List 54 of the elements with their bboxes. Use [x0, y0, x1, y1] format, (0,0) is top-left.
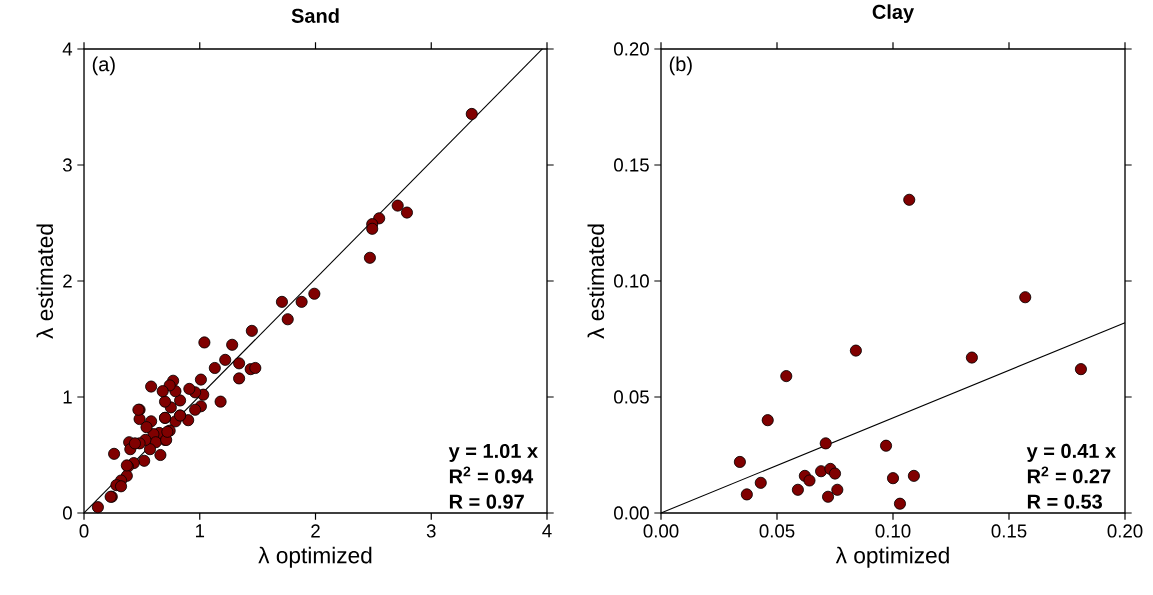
chart-title: Sand: [291, 8, 339, 23]
x-tick-label: 0.00: [643, 524, 679, 538]
annotation: y = 0.41 x: [1026, 443, 1116, 462]
x-tick-label: 0.15: [991, 524, 1027, 538]
y-tick-label: 0.20: [614, 42, 649, 56]
y-tick-label: 1: [63, 390, 72, 404]
y-tick-label: 0.00: [614, 506, 649, 520]
point: [965, 351, 978, 364]
point: [754, 476, 767, 489]
point: [880, 439, 893, 452]
x-tick-label: 0.05: [759, 524, 795, 538]
annotation: R$^{2}$ = 0.27: [1027, 466, 1111, 484]
y-axis-title: λ estimated: [36, 224, 54, 339]
point: [740, 488, 753, 501]
point: [780, 370, 793, 383]
point: [791, 483, 804, 496]
chart-title: Clay: [872, 4, 915, 23]
annotation: y = 1.01 x: [448, 443, 538, 462]
point: [903, 193, 916, 206]
point: [822, 490, 835, 503]
x-tick-label: 0.20: [1107, 524, 1143, 538]
point: [1019, 291, 1032, 304]
point: [849, 344, 862, 357]
point: [829, 467, 841, 480]
y-tick-label: 0.15: [614, 158, 649, 172]
y-tick-label: 2: [63, 274, 72, 288]
point: [887, 472, 900, 485]
y-tick-label: 4: [62, 42, 73, 56]
point: [803, 474, 816, 487]
x-axis-title: λ optimized: [835, 546, 949, 568]
x-tick-label: 0.10: [875, 524, 911, 538]
x-tick-label: 1: [195, 524, 205, 538]
x-axis-title: λ optimized: [258, 546, 372, 568]
y-tick-label: 0.10: [614, 274, 649, 288]
annotation: R = 0.97: [449, 494, 524, 509]
point: [1074, 363, 1087, 376]
point: [733, 455, 746, 468]
annotation: (a): [92, 56, 115, 76]
y-axis-title: λ estimated: [587, 224, 605, 339]
x-tick-label: 4: [542, 524, 552, 538]
point: [819, 437, 832, 450]
annotation: (b): [669, 56, 692, 76]
point: [831, 483, 844, 496]
point: [761, 414, 774, 427]
y-tick-label: 3: [62, 158, 72, 172]
point: [907, 469, 920, 482]
y-tick-label: 0.05: [614, 390, 649, 404]
y-tick-label: 0: [62, 506, 72, 520]
x-tick-label: 0: [79, 524, 89, 538]
annotation: R = 0.53: [1027, 494, 1102, 509]
annotation: R$^{2}$ = 0.94: [449, 466, 534, 484]
x-tick-label: 2: [311, 524, 320, 538]
x-tick-label: 3: [426, 524, 436, 538]
point: [893, 497, 906, 510]
